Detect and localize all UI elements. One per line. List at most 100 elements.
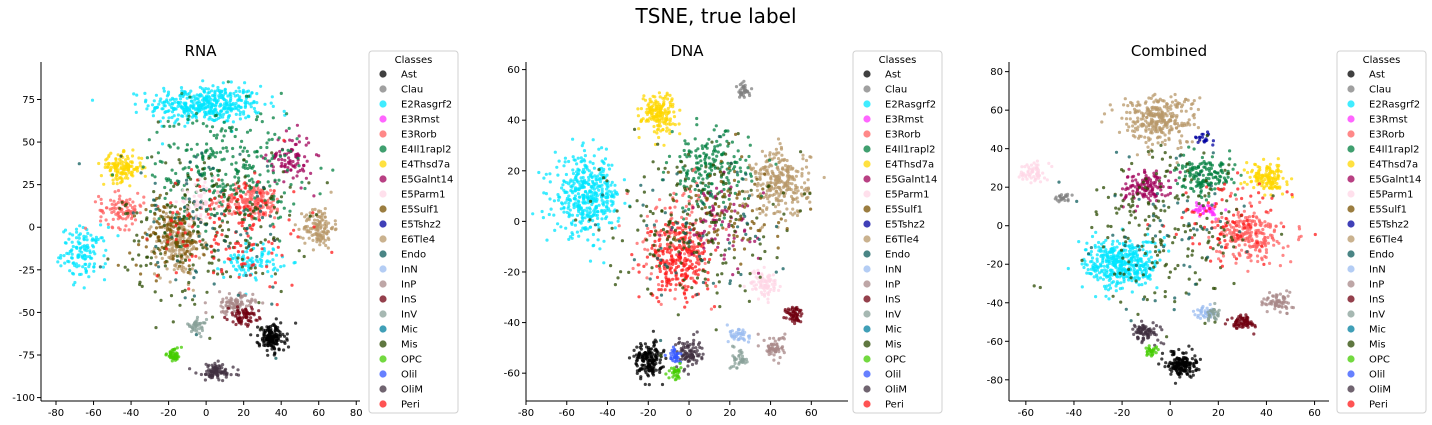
point-e2rasgrf2 <box>230 103 234 107</box>
point-ast <box>650 361 654 365</box>
legend-marker <box>379 85 387 93</box>
point-mis <box>159 252 163 256</box>
point-e6tle4 <box>300 212 304 216</box>
point-e5sulf1 <box>187 264 191 268</box>
point-e5sulf1 <box>171 257 175 261</box>
point-e3rorb <box>256 188 260 192</box>
point-e4il1rapl2 <box>240 139 244 143</box>
point-peri <box>657 288 661 292</box>
point-inn <box>746 340 751 344</box>
point-endo <box>227 244 231 248</box>
point-e5sulf1 <box>154 279 158 283</box>
point-mis <box>272 236 276 240</box>
point-e4thsd7a <box>128 164 132 168</box>
point-e2rasgrf2 <box>243 105 247 109</box>
point-e2rasgrf2 <box>173 100 177 104</box>
point-peri <box>246 213 250 217</box>
point-mis <box>263 238 267 242</box>
point-e6tle4 <box>197 256 201 260</box>
point-inp <box>778 355 782 360</box>
point-e2rasgrf2 <box>256 260 260 264</box>
point-e3rorb <box>684 204 689 208</box>
point-e2rasgrf2 <box>217 94 221 98</box>
point-e5sulf1 <box>137 243 141 247</box>
point-e4il1rapl2 <box>180 91 184 96</box>
point-e5galnt14 <box>702 229 707 233</box>
point-e5galnt14 <box>761 191 766 195</box>
point-endo <box>194 155 198 159</box>
point-inp <box>247 303 251 308</box>
point-e4thsd7a <box>678 132 682 136</box>
point-mis <box>203 177 207 181</box>
point-e2rasgrf2 <box>215 110 219 114</box>
point-e4il1rapl2 <box>768 158 772 162</box>
point-opc <box>164 352 168 356</box>
point-e2rasgrf2 <box>229 96 233 101</box>
point-e4il1rapl2 <box>163 196 167 200</box>
legend-marker <box>379 265 387 273</box>
point-e4il1rapl2 <box>696 147 700 151</box>
point-e3rorb <box>266 198 270 202</box>
legend-marker <box>379 385 387 393</box>
point-ast <box>643 342 648 346</box>
point-e4il1rapl2 <box>297 164 301 168</box>
point-e2rasgrf2 <box>76 253 80 257</box>
point-inv <box>737 361 741 365</box>
point-olim <box>231 365 235 369</box>
point-endo <box>192 294 196 298</box>
point-mis <box>131 257 135 261</box>
point-e4il1rapl2 <box>277 136 281 140</box>
point-e5sulf1 <box>154 226 159 230</box>
point-peri <box>663 288 667 292</box>
point-mis <box>145 255 149 259</box>
point-e2rasgrf2 <box>579 156 583 160</box>
panel-title: DNA <box>670 42 704 60</box>
point-e2rasgrf2 <box>238 113 242 117</box>
point-e4il1rapl2 <box>718 143 722 147</box>
point-e6tle4 <box>807 171 811 175</box>
point-e4thsd7a <box>657 91 662 95</box>
point-e4thsd7a <box>637 127 641 131</box>
point-e2rasgrf2 <box>573 194 578 198</box>
point-e3rorb <box>714 284 718 288</box>
point-mis <box>243 238 248 242</box>
point-e2rasgrf2 <box>104 248 108 252</box>
point-e5galnt14 <box>312 194 316 198</box>
point-ast <box>276 336 281 340</box>
point-e6tle4 <box>769 176 773 180</box>
point-e2rasgrf2 <box>204 98 208 102</box>
point-e6tle4 <box>795 185 799 190</box>
point-opc <box>177 355 181 359</box>
point-e5galnt14 <box>711 208 716 212</box>
point-peri <box>290 283 294 287</box>
point-peri <box>690 262 694 266</box>
point-olim <box>689 356 693 360</box>
point-peri <box>712 305 717 309</box>
point-olim <box>236 368 240 372</box>
point-e4il1rapl2 <box>255 115 259 119</box>
point-olim <box>206 365 210 369</box>
point-e5galnt14 <box>283 162 287 166</box>
point-e4thsd7a <box>659 129 663 133</box>
point-ast <box>656 353 660 357</box>
point-e2rasgrf2 <box>613 189 617 193</box>
point-e6tle4 <box>319 215 324 220</box>
point-peri <box>292 228 296 232</box>
point-e4il1rapl2 <box>249 236 253 240</box>
point-e3rorb <box>132 208 136 212</box>
point-ast <box>646 374 651 378</box>
point-e4thsd7a <box>662 102 666 106</box>
legend-label: E5Parm1 <box>401 190 445 201</box>
point-mis <box>106 257 110 261</box>
point-peri <box>244 184 248 188</box>
point-endo <box>271 285 275 289</box>
point-peri <box>674 283 678 287</box>
point-e4thsd7a <box>642 94 646 98</box>
point-mis <box>259 225 263 229</box>
point-e5parm1 <box>197 194 201 198</box>
point-e6tle4 <box>333 219 337 223</box>
point-e4thsd7a <box>104 162 108 166</box>
point-e2rasgrf2 <box>202 89 206 93</box>
point-inn <box>740 336 745 341</box>
